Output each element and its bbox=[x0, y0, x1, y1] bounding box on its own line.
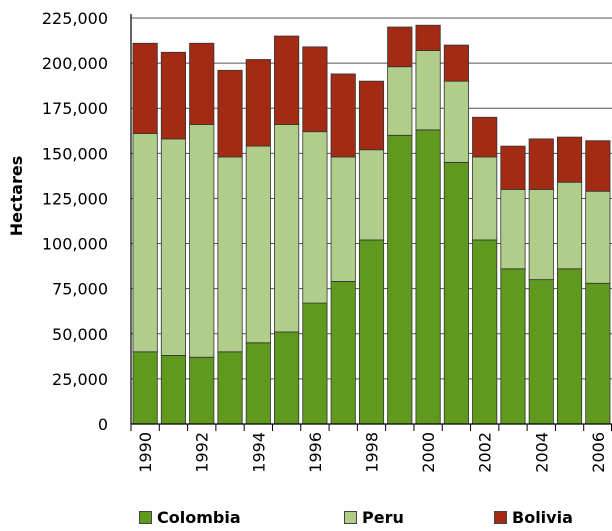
bar-bolivia bbox=[528, 138, 554, 190]
bar-peru bbox=[217, 156, 243, 353]
bar-colombia bbox=[302, 302, 328, 425]
bar-colombia bbox=[528, 279, 554, 425]
bar-colombia bbox=[358, 239, 385, 425]
axes bbox=[130, 14, 612, 431]
legend-item-colombia: Colombia bbox=[139, 508, 241, 527]
bar-colombia bbox=[274, 331, 300, 425]
y-tick-label: 225,000 bbox=[42, 9, 108, 28]
y-tick-label: 25,000 bbox=[52, 370, 108, 389]
x-tick-label: 2002 bbox=[476, 432, 495, 473]
legend-label-colombia: Colombia bbox=[157, 508, 241, 527]
x-tick-labels: 1990 1992 1994 1996 1998 2000 2002 2004 2006 bbox=[136, 432, 608, 473]
bar-peru bbox=[472, 156, 498, 241]
bar-colombia bbox=[500, 268, 526, 425]
bar-peru bbox=[274, 124, 300, 333]
bar-colombia bbox=[330, 281, 356, 425]
legend-item-peru: Peru bbox=[344, 508, 404, 527]
legend-swatch-colombia bbox=[139, 511, 152, 524]
legend-item-bolivia: Bolivia bbox=[494, 508, 573, 527]
bar-peru bbox=[556, 181, 583, 270]
bar-bolivia bbox=[245, 59, 271, 147]
x-tick-label: 1996 bbox=[306, 432, 325, 473]
bar-bolivia bbox=[387, 26, 413, 68]
bar-colombia bbox=[415, 129, 441, 425]
legend-label-peru: Peru bbox=[362, 508, 404, 527]
bar-bolivia bbox=[330, 73, 356, 158]
bar-bolivia bbox=[358, 80, 385, 151]
bar-peru bbox=[302, 131, 328, 304]
bar-bolivia bbox=[132, 42, 158, 134]
y-tick-label: 150,000 bbox=[42, 144, 108, 163]
bar-colombia bbox=[585, 282, 611, 425]
bar-peru bbox=[330, 156, 356, 282]
legend: Colombia Peru Bolivia bbox=[0, 508, 612, 531]
y-axis-label: Hectares bbox=[7, 156, 26, 236]
bars bbox=[132, 24, 611, 425]
bar-peru bbox=[585, 190, 611, 284]
y-tick-label: 125,000 bbox=[42, 189, 108, 208]
bar-colombia bbox=[160, 355, 187, 425]
bar-peru bbox=[415, 50, 441, 131]
y-tick-label: 200,000 bbox=[42, 54, 108, 73]
bar-bolivia bbox=[415, 24, 441, 51]
bar-peru bbox=[132, 133, 158, 353]
stacked-bar-chart: 0 25,000 50,000 75,000 100,000 125,000 150,000… bbox=[7, 9, 612, 473]
y-tick-labels: 0 25,000 50,000 75,000 100,000 125,000 150,000… bbox=[42, 9, 108, 434]
x-tick-label: 1992 bbox=[193, 432, 212, 473]
bar-peru bbox=[245, 145, 271, 344]
y-tick-label: 50,000 bbox=[52, 325, 108, 344]
x-tick-label: 2004 bbox=[532, 432, 551, 473]
x-tick-label: 1998 bbox=[363, 432, 382, 473]
legend-swatch-bolivia bbox=[494, 511, 507, 524]
bar-colombia bbox=[189, 356, 215, 425]
bar-peru bbox=[189, 124, 215, 358]
bar-bolivia bbox=[472, 116, 498, 158]
bar-bolivia bbox=[500, 145, 526, 190]
bar-bolivia bbox=[189, 42, 215, 125]
x-tick-label: 2000 bbox=[419, 432, 438, 473]
legend-label-bolivia: Bolivia bbox=[512, 508, 573, 527]
bar-bolivia bbox=[443, 44, 469, 82]
bar-peru bbox=[358, 149, 385, 241]
bar-colombia bbox=[132, 351, 158, 425]
y-tick-label: 75,000 bbox=[52, 280, 108, 299]
x-tick-label: 1990 bbox=[136, 432, 155, 473]
bar-bolivia bbox=[274, 35, 300, 125]
bar-colombia bbox=[387, 134, 413, 425]
y-tick-label: 175,000 bbox=[42, 99, 108, 118]
bar-colombia bbox=[245, 342, 271, 425]
legend-swatch-peru bbox=[344, 511, 357, 524]
bar-bolivia bbox=[556, 136, 583, 183]
bar-peru bbox=[160, 138, 187, 356]
x-tick-label: 1994 bbox=[249, 432, 268, 473]
bar-colombia bbox=[556, 268, 583, 425]
x-tick-label: 2006 bbox=[589, 432, 608, 473]
bar-peru bbox=[387, 66, 413, 136]
bar-colombia bbox=[472, 239, 498, 425]
bar-peru bbox=[500, 189, 526, 270]
bar-peru bbox=[528, 189, 554, 281]
bar-bolivia bbox=[217, 69, 243, 158]
y-tick-label: 0 bbox=[98, 415, 108, 434]
bar-bolivia bbox=[302, 46, 328, 133]
bar-bolivia bbox=[160, 51, 187, 140]
bar-colombia bbox=[443, 161, 469, 425]
y-tick-label: 100,000 bbox=[42, 235, 108, 254]
bar-bolivia bbox=[585, 140, 611, 192]
bar-peru bbox=[443, 80, 469, 163]
bar-colombia bbox=[217, 351, 243, 425]
